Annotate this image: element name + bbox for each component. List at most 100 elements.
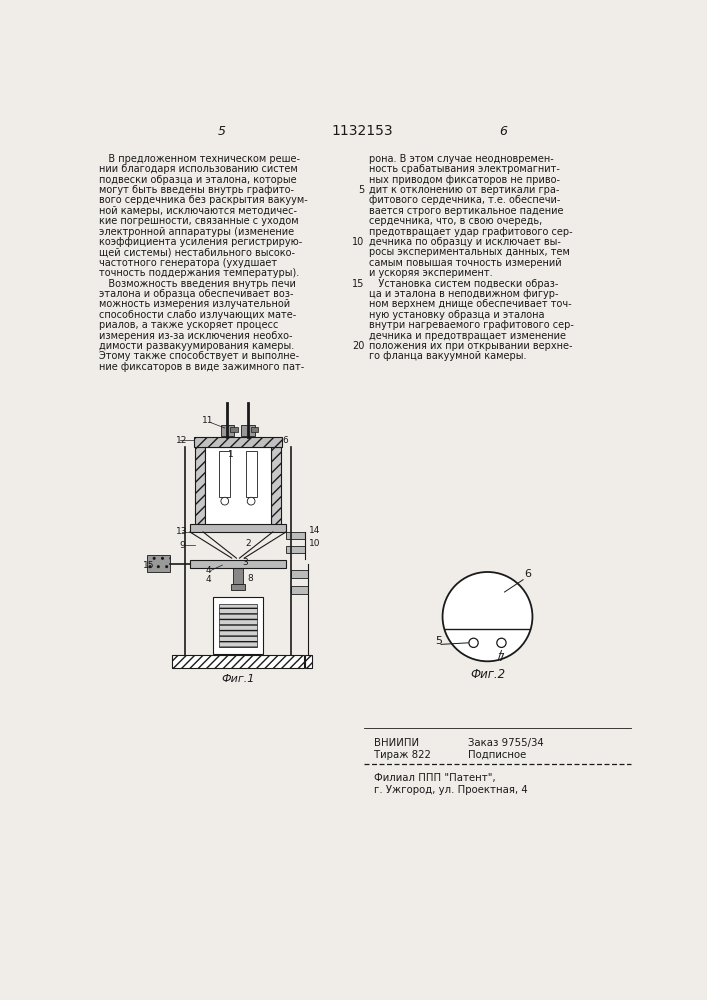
Text: 5: 5 (218, 125, 226, 138)
Bar (246, 451, 257, 497)
Text: 9: 9 (180, 541, 185, 550)
Text: кие погрешности, связанные с уходом: кие погрешности, связанные с уходом (99, 216, 299, 226)
Bar (194, 437, 282, 447)
Text: дит к отклонению от вертикали гра-: дит к отклонению от вертикали гра- (369, 185, 559, 195)
Text: 15: 15 (352, 279, 364, 289)
Text: риалов, а также ускоряет процесс: риалов, а также ускоряет процесс (99, 320, 279, 330)
Text: ную установку образца и эталона: ную установку образца и эталона (369, 310, 544, 320)
Text: 5: 5 (358, 185, 364, 195)
Bar (286, 546, 305, 553)
Text: сердечника, что, в свою очередь,: сердечника, что, в свою очередь, (369, 216, 542, 226)
Text: электронной аппаратуры (изменение: электронной аппаратуры (изменение (99, 227, 294, 237)
Text: предотвращает удар графитового сер-: предотвращает удар графитового сер- (369, 227, 573, 237)
Text: 8: 8 (247, 574, 253, 583)
Text: 15: 15 (143, 561, 154, 570)
Bar (195, 447, 206, 528)
Text: 6: 6 (525, 569, 532, 579)
Circle shape (247, 497, 255, 505)
Text: димости развакуумирования камеры.: димости развакуумирования камеры. (99, 341, 295, 351)
Text: 4: 4 (206, 566, 211, 575)
Bar (146, 555, 170, 572)
Text: Заказ 9755/34: Заказ 9755/34 (468, 738, 544, 748)
Bar (206, 447, 271, 528)
Text: Этому также способствует и выполне-: Этому также способствует и выполне- (99, 351, 299, 361)
Text: нии благодаря использованию систем: нии благодаря использованию систем (99, 164, 298, 174)
Text: можность измерения излучательной: можность измерения излучательной (99, 299, 291, 309)
Text: 6: 6 (499, 125, 507, 138)
Bar (230, 427, 238, 432)
Text: способности слабо излучающих мате-: способности слабо излучающих мате- (99, 310, 296, 320)
Text: ца и эталона в неподвижном фигур-: ца и эталона в неподвижном фигур- (369, 289, 559, 299)
Bar (219, 604, 257, 647)
Text: вого сердечника без раскрытия вакуум-: вого сердечника без раскрытия вакуум- (99, 195, 308, 205)
Text: 5: 5 (435, 636, 442, 646)
Text: частотного генератора (ухудшает: частотного генератора (ухудшает (99, 258, 277, 268)
Text: росы экспериментальных данных, тем: росы экспериментальных данных, тем (369, 247, 570, 257)
Bar (219, 451, 230, 497)
Text: 2: 2 (246, 539, 251, 548)
Text: 1: 1 (228, 450, 233, 459)
Text: Возможность введения внутрь печи: Возможность введения внутрь печи (99, 279, 296, 289)
Text: Фиг.1: Фиг.1 (221, 674, 255, 684)
Text: самым повышая точность измерений: самым повышая точность измерений (369, 258, 561, 268)
Text: точность поддержания температуры).: точность поддержания температуры). (99, 268, 300, 278)
Text: щей системы) нестабильного высоко-: щей системы) нестабильного высоко- (99, 247, 296, 257)
Bar (190, 524, 286, 532)
Text: 20: 20 (352, 341, 364, 351)
Circle shape (497, 638, 506, 647)
Text: ном верхнем днище обеспечивает точ-: ном верхнем днище обеспечивает точ- (369, 299, 571, 309)
Text: фитового сердечника, т.е. обеспечи-: фитового сердечника, т.е. обеспечи- (369, 195, 561, 205)
Text: эталона и образца обеспечивает воз-: эталона и образца обеспечивает воз- (99, 289, 293, 299)
Circle shape (469, 638, 478, 647)
Text: дечника и предотвращает изменение: дечника и предотвращает изменение (369, 331, 566, 341)
Text: 6: 6 (282, 436, 288, 445)
Text: ных приводом фиксаторов не приво-: ных приводом фиксаторов не приво- (369, 175, 560, 185)
Circle shape (443, 572, 532, 661)
Bar (233, 564, 243, 584)
Bar (172, 655, 304, 668)
Text: Установка систем подвески образ-: Установка систем подвески образ- (369, 279, 559, 289)
Text: г. Ужгород, ул. Проектная, 4: г. Ужгород, ул. Проектная, 4 (373, 785, 527, 795)
Bar (190, 560, 286, 568)
Bar (241, 425, 255, 436)
Bar (291, 570, 308, 578)
Text: и ускоряя эксперимент.: и ускоряя эксперимент. (369, 268, 493, 278)
Text: рона. В этом случае неодновремен-: рона. В этом случае неодновремен- (369, 154, 554, 164)
Bar (251, 427, 259, 432)
Text: могут быть введены внутрь графито-: могут быть введены внутрь графито- (99, 185, 294, 195)
Text: В предложенном техническом реше-: В предложенном техническом реше- (99, 154, 300, 164)
Text: ной камеры, исключаются методичес-: ной камеры, исключаются методичес- (99, 206, 297, 216)
Bar (221, 425, 235, 436)
Bar (213, 597, 263, 654)
Text: 3: 3 (242, 558, 247, 567)
Text: го фланца вакуумной камеры.: го фланца вакуумной камеры. (369, 351, 527, 361)
Text: Подписное: Подписное (468, 750, 527, 760)
Text: ние фиксаторов в виде зажимного пат-: ние фиксаторов в виде зажимного пат- (99, 362, 305, 372)
Text: 1132153: 1132153 (331, 124, 393, 138)
Text: подвески образца и эталона, которые: подвески образца и эталона, которые (99, 175, 297, 185)
Text: коэффициента усиления регистрирую-: коэффициента усиления регистрирую- (99, 237, 303, 247)
Text: 12: 12 (176, 436, 187, 445)
Bar (271, 447, 281, 528)
Text: положения их при открывании верхне-: положения их при открывании верхне- (369, 341, 573, 351)
Text: 10: 10 (309, 539, 321, 548)
Text: Фиг.2: Фиг.2 (470, 668, 505, 681)
Text: 13: 13 (176, 527, 187, 536)
Text: Тираж 822: Тираж 822 (373, 750, 431, 760)
Text: ность срабатывания электромагнит-: ность срабатывания электромагнит- (369, 164, 560, 174)
Text: вается строго вертикальное падение: вается строго вертикальное падение (369, 206, 563, 216)
Circle shape (221, 497, 228, 505)
Text: Филиал ППП "Патент",: Филиал ППП "Патент", (373, 773, 495, 783)
Text: дечника по образцу и исключает вы-: дечника по образцу и исключает вы- (369, 237, 561, 247)
Bar (286, 532, 305, 539)
Bar (291, 586, 308, 594)
Text: ВНИИПИ: ВНИИПИ (373, 738, 419, 748)
Text: измерения из-за исключения необхо-: измерения из-за исключения необхо- (99, 331, 293, 341)
Text: внутри нагреваемого графитового сер-: внутри нагреваемого графитового сер- (369, 320, 574, 330)
Text: 10: 10 (352, 237, 364, 247)
Text: 4: 4 (206, 575, 211, 584)
Bar (305, 655, 312, 668)
Bar (231, 584, 245, 590)
Text: 7: 7 (497, 653, 504, 663)
Text: 11: 11 (202, 416, 214, 425)
